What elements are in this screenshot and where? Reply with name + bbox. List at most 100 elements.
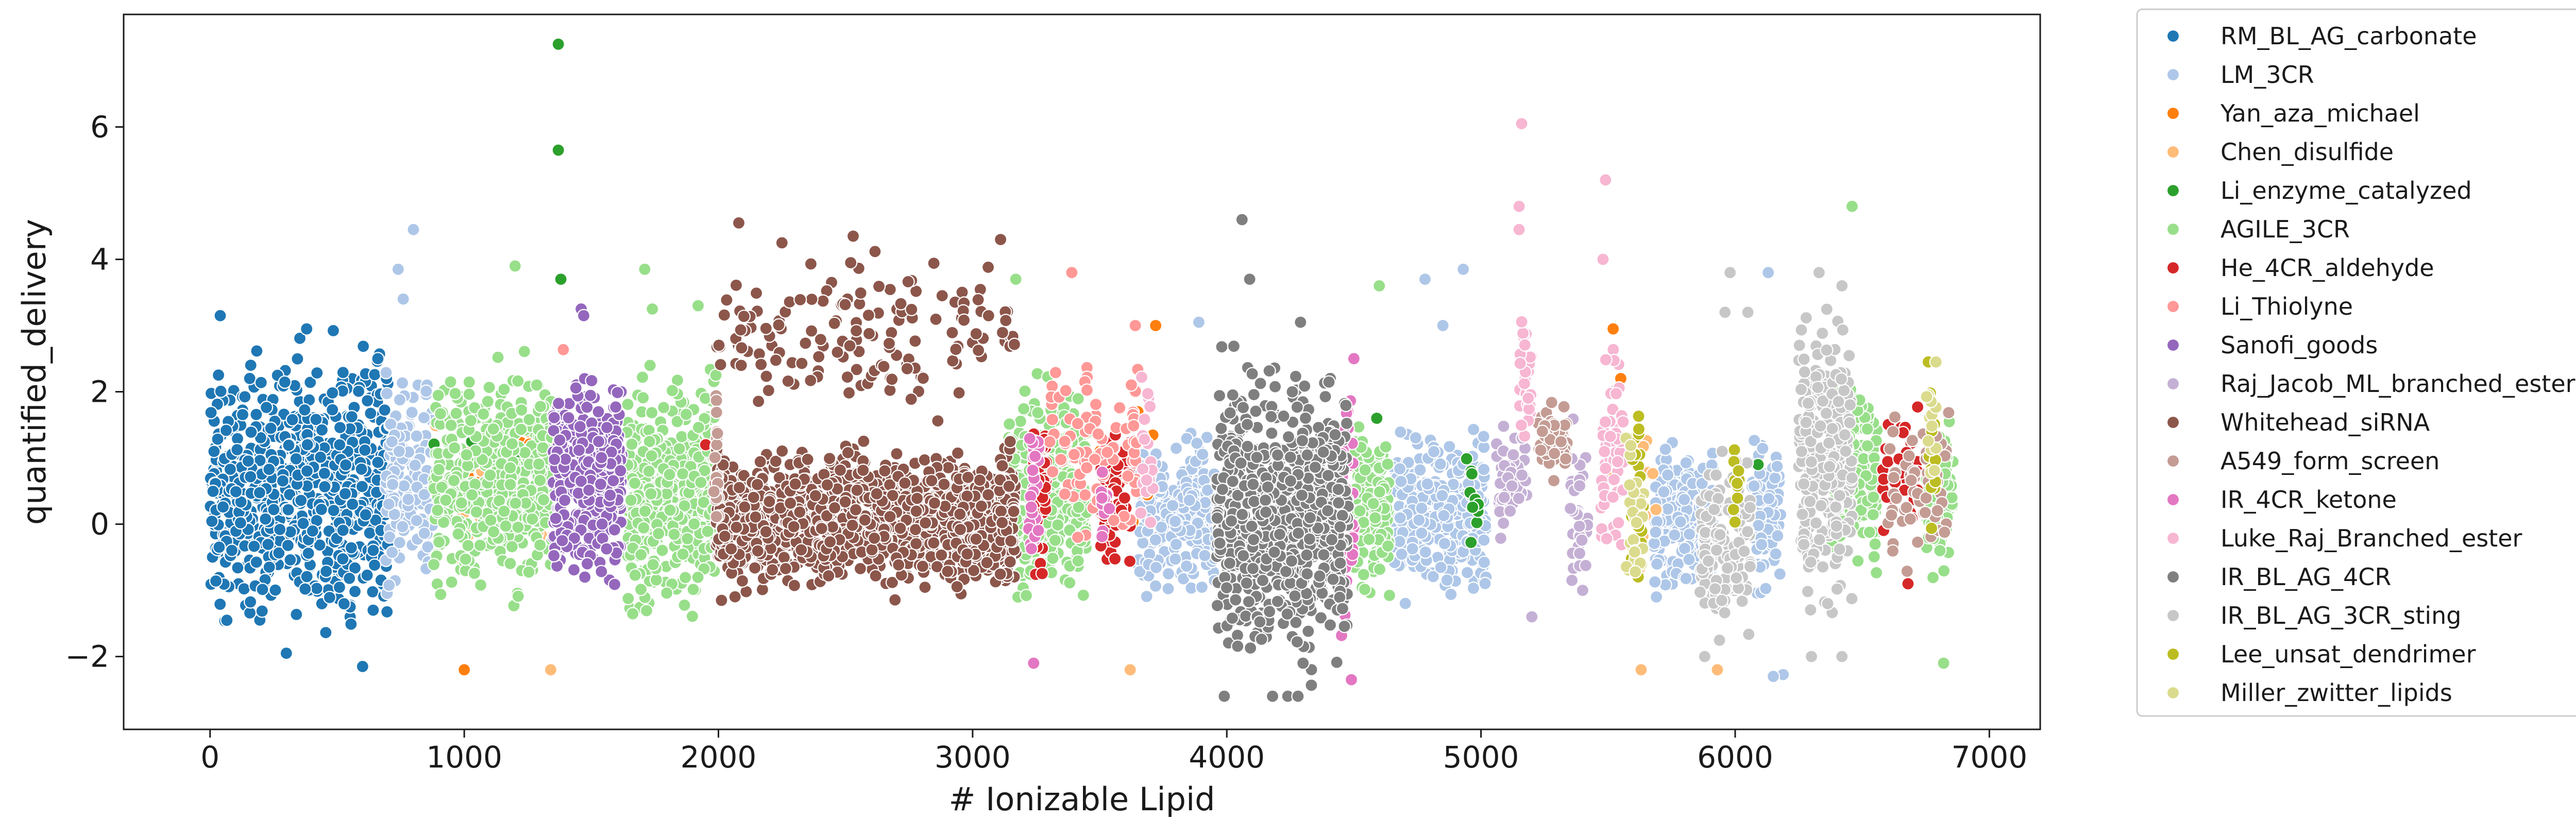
data-point	[432, 535, 446, 549]
series-RM_BL_AG_carbonate	[204, 309, 395, 674]
data-point	[262, 560, 276, 574]
data-point	[417, 526, 431, 540]
data-point	[1018, 384, 1032, 398]
data-point	[378, 403, 392, 417]
data-point	[447, 473, 461, 488]
data-point	[204, 405, 218, 420]
data-point	[326, 386, 340, 400]
data-point	[1565, 573, 1579, 587]
data-point	[1466, 581, 1480, 595]
data-point	[1933, 543, 1947, 558]
data-point	[679, 407, 693, 421]
data-point	[427, 557, 441, 572]
data-point	[379, 366, 393, 380]
data-point	[890, 447, 904, 461]
data-point	[332, 581, 347, 594]
data-point	[1121, 469, 1135, 483]
data-point	[314, 502, 328, 517]
data-point	[517, 345, 531, 359]
data-point	[1650, 557, 1664, 571]
data-point	[645, 449, 658, 463]
data-point	[638, 262, 652, 276]
data-point	[244, 595, 258, 609]
data-point	[1661, 468, 1675, 482]
data-point	[1937, 564, 1951, 578]
data-point	[918, 580, 932, 594]
data-point	[454, 496, 468, 510]
data-point	[1003, 417, 1016, 431]
data-point	[1503, 504, 1517, 518]
data-point	[1505, 479, 1519, 493]
data-point	[1198, 549, 1212, 562]
data-point	[646, 558, 660, 572]
data-point	[395, 376, 410, 390]
data-point	[462, 375, 476, 389]
data-point	[326, 323, 341, 338]
data-point	[1071, 530, 1085, 544]
data-point	[1683, 527, 1697, 541]
data-point	[681, 532, 694, 546]
data-point	[367, 558, 382, 572]
data-point	[497, 504, 511, 518]
data-point	[296, 517, 310, 531]
data-point	[465, 488, 479, 502]
data-point	[583, 388, 598, 402]
data-point	[231, 561, 245, 575]
data-point	[382, 497, 396, 511]
data-point	[505, 437, 519, 451]
data-point	[687, 517, 701, 531]
data-point	[211, 432, 225, 446]
data-point	[366, 585, 380, 599]
data-point	[401, 492, 415, 506]
data-point	[1180, 559, 1194, 573]
data-point	[1434, 560, 1448, 574]
data-point	[1196, 447, 1210, 462]
data-point	[1071, 554, 1085, 568]
data-point	[354, 462, 368, 476]
data-point	[577, 309, 591, 322]
data-point	[336, 523, 350, 537]
data-point	[1657, 485, 1671, 499]
data-point	[1362, 532, 1376, 547]
data-point	[1412, 513, 1426, 527]
data-point	[481, 395, 495, 408]
series-LM_3CR	[379, 223, 1790, 684]
data-point	[279, 646, 293, 660]
data-point	[552, 397, 566, 411]
data-point	[363, 526, 377, 540]
data-point	[366, 543, 380, 557]
data-point	[1647, 536, 1662, 551]
data-point	[582, 483, 596, 497]
data-point	[497, 382, 511, 397]
data-point	[355, 480, 369, 493]
data-point	[336, 552, 350, 566]
data-point	[482, 380, 496, 395]
data-point	[555, 534, 569, 548]
data-point	[595, 451, 608, 465]
data-point	[533, 473, 547, 487]
data-point	[1465, 467, 1479, 481]
data-point	[1113, 401, 1127, 415]
data-point	[344, 617, 358, 631]
data-point	[289, 452, 303, 466]
data-point	[290, 607, 303, 622]
data-point	[233, 516, 247, 530]
data-point	[1149, 318, 1163, 333]
data-point	[1677, 492, 1691, 507]
data-point	[551, 37, 565, 51]
data-point	[419, 384, 433, 398]
data-point	[1058, 487, 1072, 501]
data-point	[346, 497, 360, 511]
data-point	[548, 452, 562, 467]
data-point	[1394, 474, 1408, 488]
data-point	[433, 407, 448, 421]
data-point	[1372, 279, 1386, 293]
data-point	[505, 540, 519, 554]
data-point	[486, 422, 500, 436]
data-point	[569, 381, 583, 395]
data-point	[594, 477, 608, 491]
data-point	[294, 493, 308, 507]
data-point	[281, 503, 295, 517]
data-point	[1470, 516, 1484, 530]
data-point	[345, 410, 359, 424]
